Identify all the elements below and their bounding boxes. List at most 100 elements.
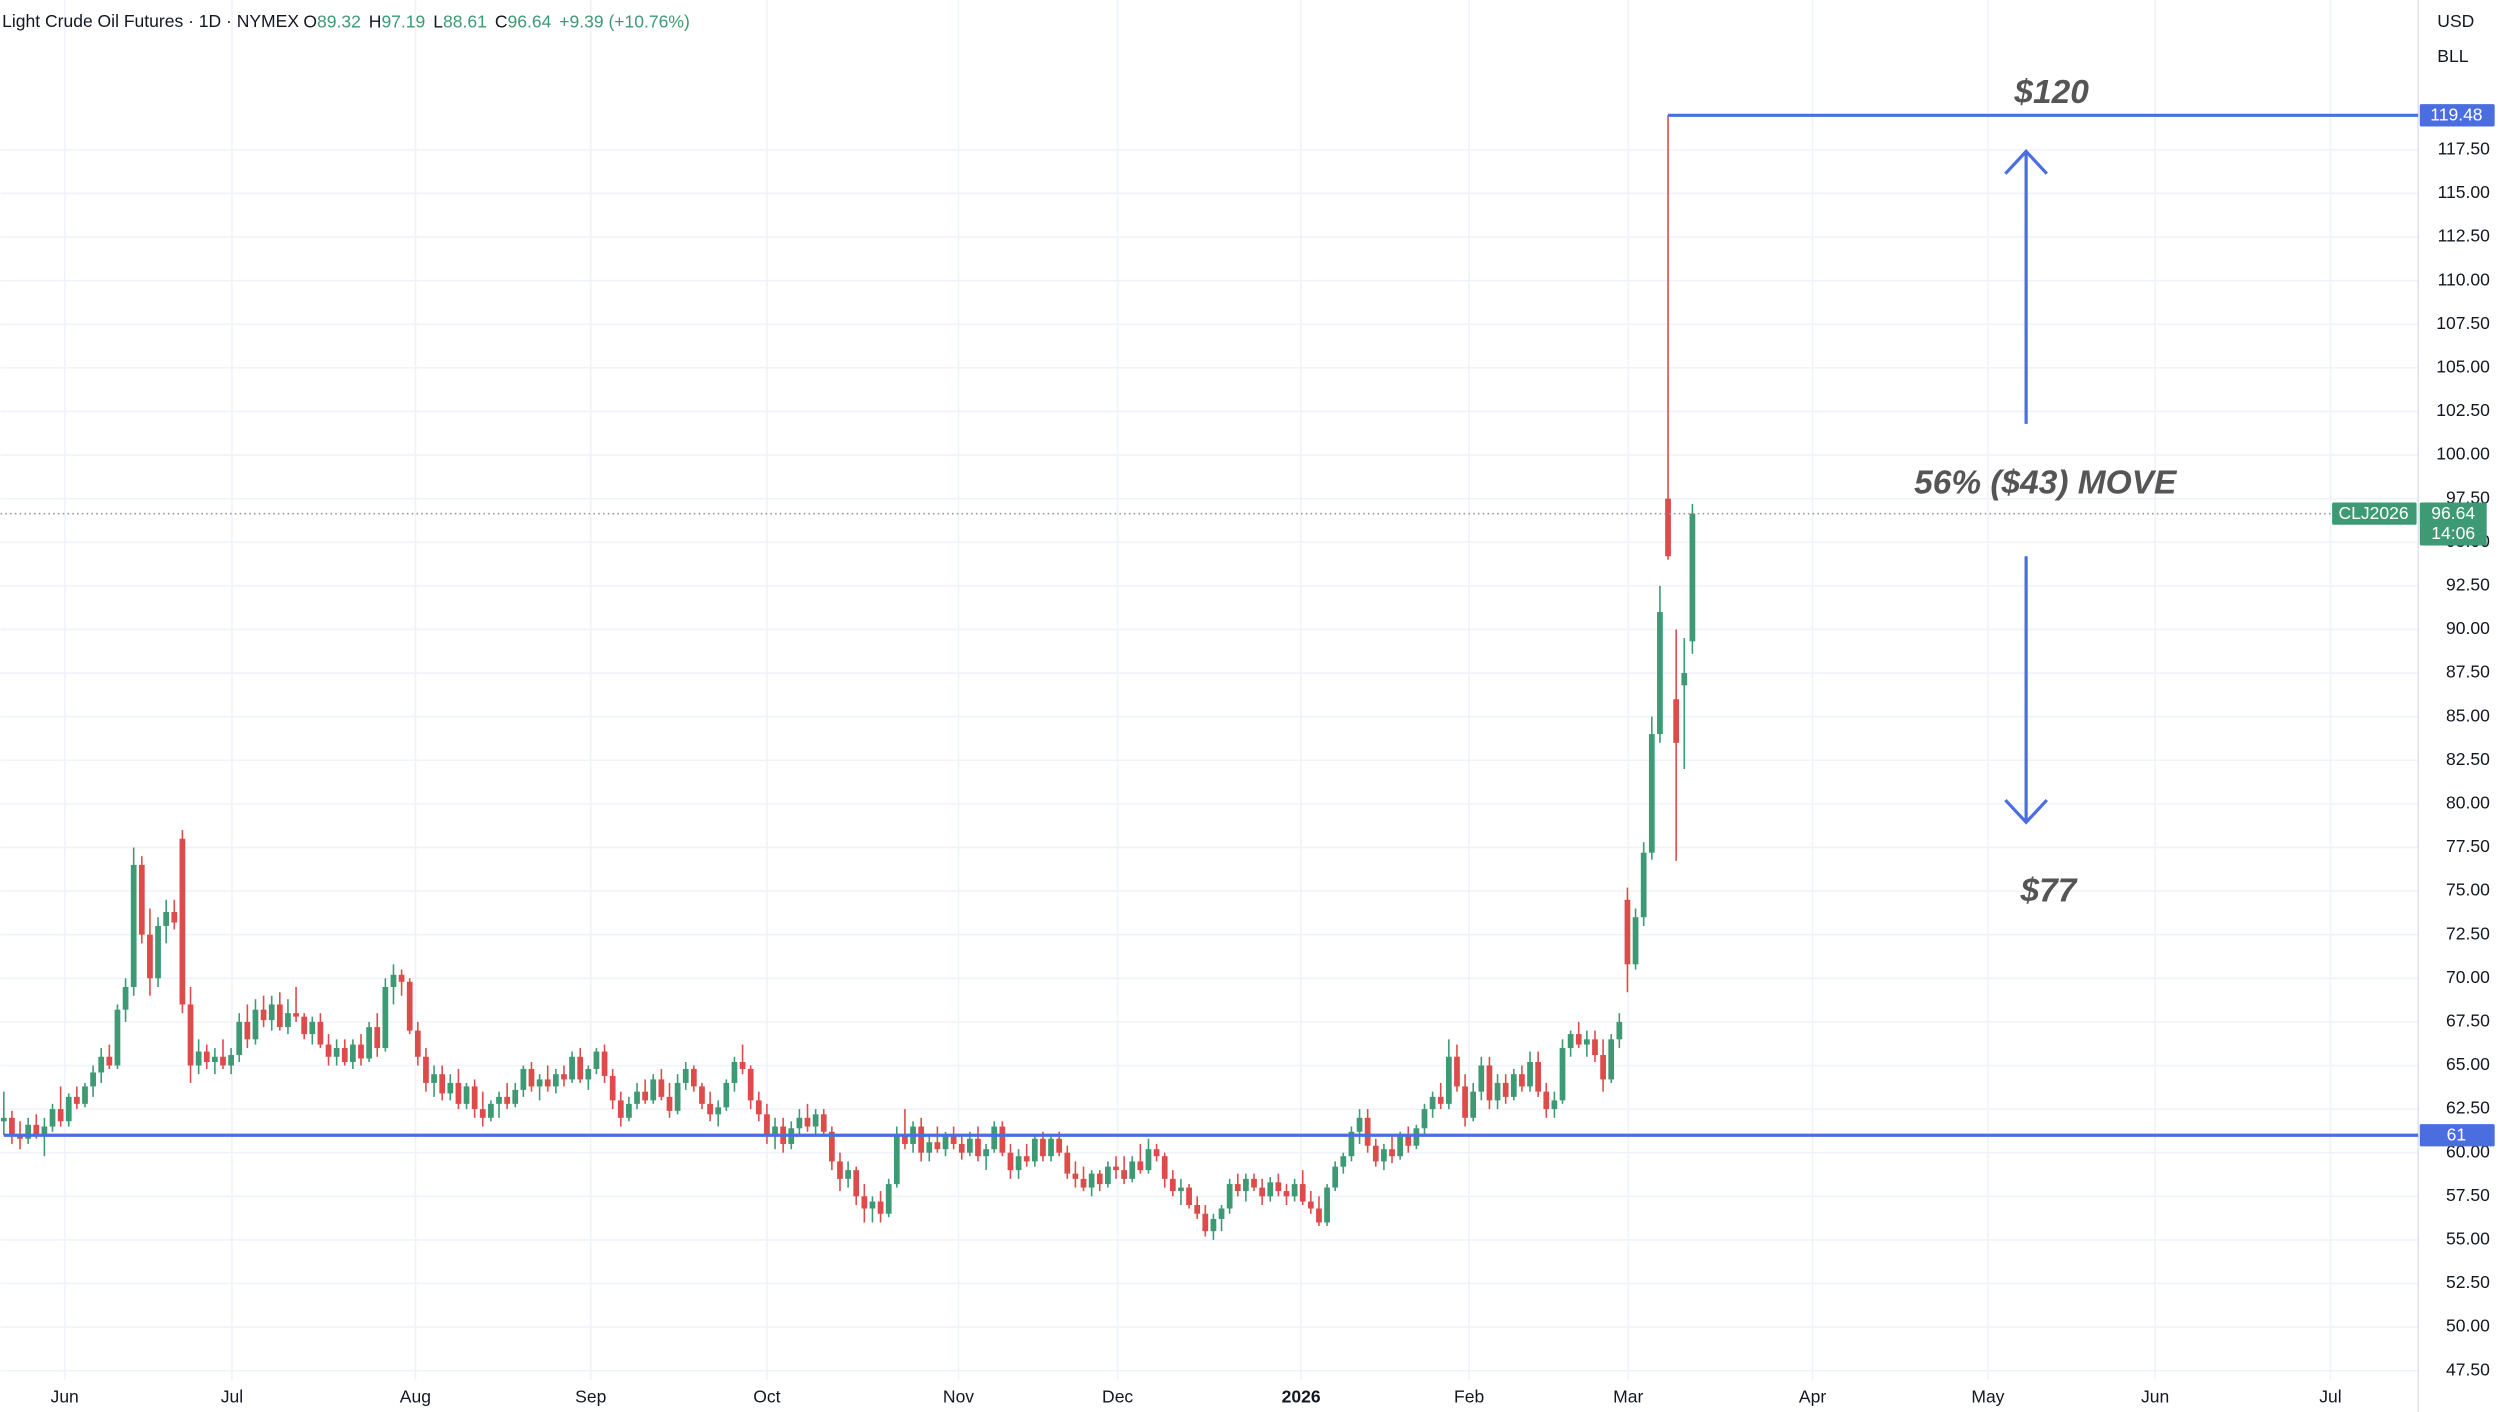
candle-body	[569, 1056, 575, 1080]
candle-body	[1592, 1039, 1598, 1056]
candle-body	[1194, 1205, 1201, 1214]
candle-body	[1178, 1187, 1184, 1192]
arrow-head	[2004, 798, 2049, 825]
candle-body	[1600, 1055, 1606, 1080]
candle-body	[1356, 1117, 1363, 1132]
y-tick-label: 100.00	[2436, 444, 2490, 464]
candle-body	[601, 1051, 608, 1076]
candle-body	[1559, 1048, 1566, 1101]
candle-body	[1478, 1065, 1485, 1092]
candle-body	[1007, 1152, 1014, 1171]
candle-body	[1291, 1184, 1298, 1197]
candle-body	[203, 1051, 210, 1062]
candle-body	[1494, 1082, 1501, 1101]
candle-body	[528, 1068, 535, 1087]
candle-body	[755, 1100, 762, 1115]
candle-body	[82, 1086, 88, 1104]
candle-body	[828, 1131, 835, 1162]
candle-body	[1616, 1021, 1623, 1040]
candle-body	[1624, 899, 1631, 965]
candle-body	[690, 1068, 697, 1087]
candle-body	[764, 1114, 770, 1136]
y-tick-label: 102.50	[2436, 400, 2490, 420]
candle-body	[122, 987, 129, 1010]
candle-body	[1470, 1091, 1477, 1118]
y-tick-label: 47.50	[2446, 1359, 2490, 1379]
candle-body	[1299, 1184, 1306, 1202]
candle-body	[488, 1103, 494, 1118]
candle-body	[1307, 1201, 1314, 1209]
candle-body	[1543, 1091, 1550, 1110]
candle-body	[1040, 1138, 1046, 1157]
candle-body	[1048, 1138, 1054, 1157]
header-item: 89.32	[317, 11, 361, 31]
candle-body	[1015, 1156, 1022, 1171]
y-tick-label: 75.00	[2446, 880, 2490, 900]
candle-body	[463, 1086, 470, 1104]
candle-body	[1218, 1208, 1225, 1219]
candle-body	[975, 1138, 981, 1157]
candle-body	[1283, 1191, 1290, 1197]
y-tick-label: 52.50	[2446, 1272, 2490, 1292]
candle-body	[1129, 1161, 1136, 1179]
x-tick-label: Jun	[51, 1386, 79, 1406]
candle-body	[106, 1056, 113, 1066]
candle-body	[1454, 1056, 1460, 1087]
candle-body	[1389, 1149, 1395, 1157]
candle-body	[1421, 1109, 1428, 1129]
candle-body	[1445, 1056, 1452, 1104]
candle-body	[1689, 513, 1696, 642]
candle-body	[504, 1096, 511, 1104]
candle-body	[626, 1103, 632, 1118]
candle-body	[1567, 1034, 1574, 1049]
candle-body	[1332, 1166, 1339, 1188]
candle-body	[195, 1051, 202, 1066]
y-tick-label: 65.00	[2446, 1054, 2490, 1074]
candle-body	[317, 1021, 324, 1045]
candle-body	[309, 1021, 316, 1035]
y-tick-label: 50.00	[2446, 1316, 2490, 1336]
candle-body	[869, 1201, 876, 1209]
x-tick-label: Apr	[1799, 1386, 1826, 1406]
candle-body	[1608, 1039, 1615, 1080]
x-tick-label: Jul	[221, 1386, 243, 1406]
countdown-label: 14:06	[2431, 523, 2475, 543]
candle-body	[1153, 1149, 1160, 1157]
candle-body	[853, 1170, 860, 1197]
candle-body	[837, 1161, 843, 1179]
candle-body	[236, 1021, 243, 1056]
candle-body	[739, 1061, 746, 1069]
y-tick-label: 67.50	[2446, 1011, 2490, 1031]
header-item: C	[495, 11, 508, 31]
candle-body	[414, 1030, 421, 1057]
candle-body	[33, 1124, 40, 1136]
candle-body	[942, 1135, 949, 1150]
candle-body	[1437, 1096, 1444, 1104]
candle-body	[666, 1096, 673, 1111]
candle-body	[715, 1107, 722, 1115]
y-tick-label: 107.50	[2436, 313, 2490, 333]
x-tick-label: Jun	[2141, 1386, 2169, 1406]
candle-body	[804, 1117, 811, 1127]
candle-body	[861, 1196, 868, 1209]
candle-body	[617, 1100, 624, 1118]
candle-body	[285, 1013, 291, 1028]
candle-body	[634, 1091, 640, 1104]
candle-body	[1316, 1208, 1322, 1223]
symbol-tag-label: CLJ2026	[2338, 503, 2408, 523]
candle-body	[747, 1068, 754, 1101]
candle-body	[41, 1126, 48, 1136]
x-tick-label: Feb	[1454, 1386, 1484, 1406]
candle-body	[642, 1091, 649, 1101]
candles	[0, 115, 1696, 1240]
candle-body	[431, 1074, 437, 1083]
candle-body	[423, 1056, 429, 1083]
unit: BLL	[2437, 46, 2468, 66]
x-tick-label: 2026	[1282, 1386, 1321, 1406]
candle-body	[358, 1044, 364, 1059]
candle-body	[536, 1079, 543, 1087]
price-tag-label: 119.48	[2430, 105, 2482, 125]
candle-body	[276, 1004, 283, 1028]
candle-body	[1551, 1100, 1558, 1110]
header-item: L	[433, 11, 443, 31]
